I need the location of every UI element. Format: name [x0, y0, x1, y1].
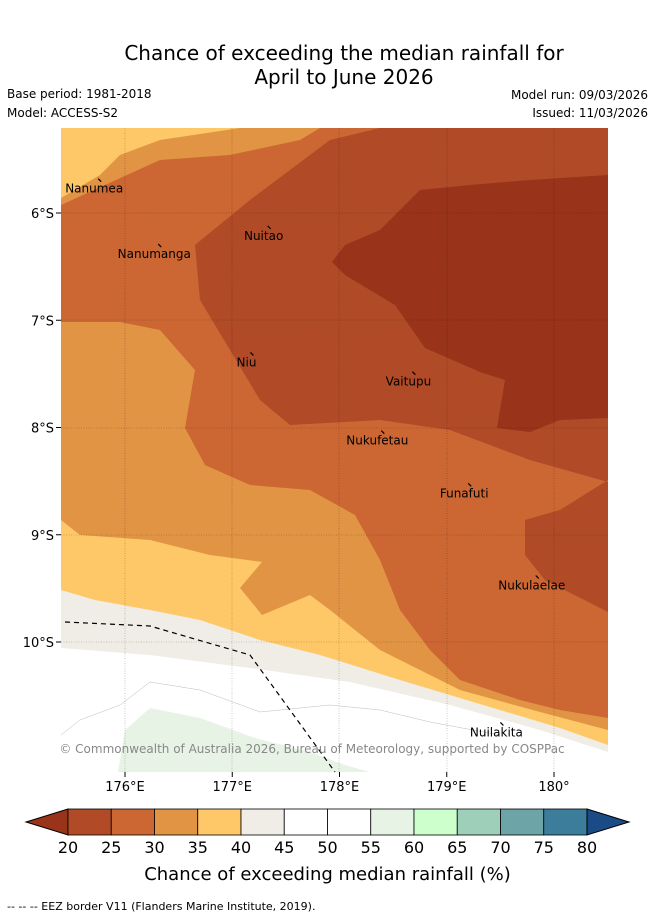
colorbar-tick: 25: [101, 838, 121, 857]
lon-tick-label: 176°E: [105, 780, 145, 795]
islands-layer: Nanumea Nanumanga Nuitao Niu Vaitupu Nukufeta…: [65, 178, 565, 739]
model-name: Model: ACCESS-S2: [7, 106, 119, 120]
island-shape: [535, 575, 540, 579]
island-shape: [250, 352, 254, 356]
title-line-2: April to June 2026: [254, 65, 434, 89]
colorbar-swatch: [500, 808, 545, 836]
issued-date: Issued: 11/03/2026: [532, 106, 648, 120]
colorbar-tick: 35: [188, 838, 208, 857]
colorbar-swatch: [240, 808, 285, 836]
colorbar-tick: 55: [361, 838, 381, 857]
colorbar-tick: 80: [577, 838, 597, 857]
lat-tick-label: 7°S: [31, 314, 54, 329]
colorbar-tick: 70: [490, 838, 510, 857]
colorbar-swatch: [543, 808, 588, 836]
colorbar-swatch: [456, 808, 501, 836]
lon-tick-labels: 176°E 177°E 178°E 179°E 180°: [105, 772, 570, 795]
lat-tick-label: 6°S: [31, 207, 54, 222]
colorbar: 20 25 30 35 40 45 50 55 60 65 70 75 80: [24, 808, 631, 857]
colorbar-tick: 65: [447, 838, 467, 857]
colorbar-tick: 60: [404, 838, 424, 857]
footnote: -- -- -- EEZ border V11 (Flanders Marine…: [7, 900, 316, 913]
colorbar-swatch: [370, 808, 415, 836]
copyright-text: © Commonwealth of Australia 2026, Bureau…: [59, 742, 564, 756]
colorbar-low-extend: [24, 808, 69, 836]
colorbar-tick: 45: [274, 838, 294, 857]
eez-border: [64, 621, 336, 773]
lon-tick-label: 180°: [538, 780, 569, 795]
island-label: Funafuti: [440, 486, 489, 500]
colorbar-swatch: [327, 808, 372, 836]
island-shape: [157, 243, 162, 248]
colorbar-tick: 50: [317, 838, 337, 857]
island-label: Vaitupu: [386, 375, 432, 389]
colorbar-swatch: [413, 808, 458, 836]
base-period: Base period: 1981-2018: [7, 87, 152, 101]
colorbar-tick: 40: [231, 838, 251, 857]
lon-tick-label: 177°E: [212, 780, 252, 795]
colorbar-tick: 30: [144, 838, 164, 857]
colorbar-tick: 20: [58, 838, 78, 857]
island-shape: [267, 225, 272, 230]
colorbar-high-extend: [586, 808, 631, 836]
colorbar-label: Chance of exceeding median rainfall (%): [144, 864, 511, 885]
colorbar-swatch: [67, 808, 112, 836]
colorbar-swatch: [154, 808, 199, 836]
model-run: Model run: 09/03/2026: [510, 88, 648, 102]
fill-below-20: [332, 175, 608, 432]
island-label: Nanumea: [65, 182, 123, 196]
fill-55-60: [118, 708, 370, 772]
lat-tick-label: 8°S: [31, 422, 54, 437]
island-shape: [97, 178, 102, 183]
lat-tick-labels: 6°S 7°S 8°S 9°S 10°S: [23, 207, 61, 651]
island-label: Nuilakita: [470, 725, 523, 739]
island-label: Nanumanga: [118, 247, 191, 261]
colorbar-swatch: [110, 808, 155, 836]
island-shape: [380, 430, 385, 435]
island-shape: [467, 482, 472, 487]
map-title: Chance of exceeding the median rainfall …: [0, 41, 655, 89]
island-shape: [499, 722, 504, 726]
lon-tick-label: 179°E: [427, 780, 467, 795]
lat-tick-label: 10°S: [23, 636, 54, 651]
fill-35-40: [61, 128, 608, 772]
island-shape: [412, 371, 416, 376]
colorbar-swatch: [283, 808, 328, 836]
island-label: Nukufetau: [346, 434, 408, 448]
title-line-1: Chance of exceeding the median rainfall …: [124, 41, 564, 65]
island-label: Nukulaelae: [498, 579, 565, 593]
island-label: Niu: [237, 355, 257, 369]
lat-tick-label: 9°S: [31, 529, 54, 544]
lon-tick-label: 178°E: [320, 780, 360, 795]
colorbar-swatch: [197, 808, 242, 836]
colorbar-tick: 75: [534, 838, 554, 857]
contour-thin: [61, 681, 501, 736]
graticule: [61, 128, 608, 772]
island-label: Nuitao: [244, 229, 283, 243]
map-fills: [61, 128, 608, 772]
